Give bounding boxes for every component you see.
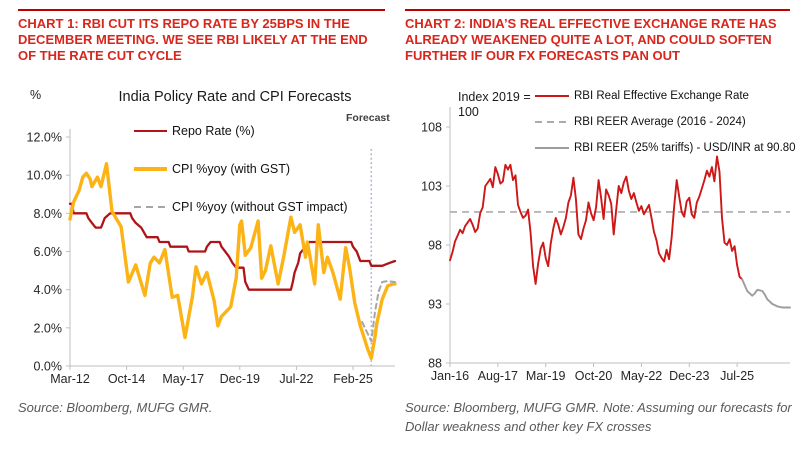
reer-legend-label: RBI Real Effective Exchange Rate <box>574 90 749 102</box>
reer-tariff-legend-label: RBI REER (25% tariffs) - USD/INR at 90.8… <box>574 142 796 154</box>
svg-text:May-22: May-22 <box>621 369 663 383</box>
chart2-heading: CHART 2: INDIA’S REAL EFFECTIVE EXCHANGE… <box>405 16 777 63</box>
repo-rate-legend-label: Repo Rate (%) <box>172 124 255 138</box>
reer-line-swatch <box>535 95 569 97</box>
svg-text:Feb-25: Feb-25 <box>333 372 373 386</box>
svg-text:Jul-22: Jul-22 <box>279 372 313 386</box>
svg-text:Oct-14: Oct-14 <box>108 372 146 386</box>
svg-text:2.0%: 2.0% <box>34 321 63 335</box>
chart2-legend-row-reer: RBI Real Effective Exchange Rate <box>535 90 749 102</box>
svg-text:8.0%: 8.0% <box>34 207 63 221</box>
svg-text:6.0%: 6.0% <box>34 245 63 259</box>
chart1-heading: CHART 1: RBI CUT ITS REPO RATE BY 25BPS … <box>18 16 368 63</box>
chart2-source: Source: Bloomberg, MUFG GMR. Note: Assum… <box>405 400 792 434</box>
chart2-y-axis-unit: Index 2019 = 100 <box>458 90 543 120</box>
chart1-source: Source: Bloomberg, MUFG GMR. <box>18 400 213 415</box>
svg-text:98: 98 <box>428 239 442 253</box>
svg-text:Mar-12: Mar-12 <box>50 372 90 386</box>
svg-text:Mar-19: Mar-19 <box>526 369 566 383</box>
svg-text:108: 108 <box>421 121 442 135</box>
cpi-nogst-legend-label: CPI %yoy (without GST impact) <box>172 200 348 214</box>
svg-text:Dec-23: Dec-23 <box>669 369 709 383</box>
reer-average-legend-label: RBI REER Average (2016 - 2024) <box>574 116 746 128</box>
svg-text:4.0%: 4.0% <box>34 283 63 297</box>
cpi-gst-line-swatch <box>134 167 167 171</box>
svg-text:12.0%: 12.0% <box>27 131 62 145</box>
svg-text:Dec-19: Dec-19 <box>220 372 260 386</box>
chart2-legend-row-tariff: RBI REER (25% tariffs) - USD/INR at 90.8… <box>535 142 796 154</box>
svg-text:103: 103 <box>421 180 442 194</box>
svg-text:Oct-20: Oct-20 <box>575 369 613 383</box>
svg-text:93: 93 <box>428 298 442 312</box>
chart1-legend-row-cpi-nogst: CPI %yoy (without GST impact) <box>134 200 348 214</box>
reer-average-line-swatch <box>535 120 569 124</box>
repo-rate-line-swatch <box>134 129 167 133</box>
reer-tariff-line-swatch <box>535 147 569 149</box>
svg-text:May-17: May-17 <box>162 372 204 386</box>
chart1-title: India Policy Rate and CPI Forecasts <box>118 89 352 105</box>
cpi-nogst-line-swatch <box>134 206 167 208</box>
svg-text:88: 88 <box>428 357 442 371</box>
cpi-gst-legend-label: CPI %yoy (with GST) <box>172 162 291 176</box>
chart2-y-axis-unit-line1: Index 2019 = <box>458 90 531 104</box>
chart1-legend-row-repo: Repo Rate (%) <box>134 124 255 138</box>
svg-text:0.0%: 0.0% <box>34 360 63 374</box>
reer-chart: 88 93 98 103 108 Jan-16 Aug-17 Mar-19 Oct-20 May-… <box>421 107 791 383</box>
svg-text:Jan-16: Jan-16 <box>431 369 469 383</box>
svg-text:Jul-25: Jul-25 <box>720 369 754 383</box>
chart2-legend-row-average: RBI REER Average (2016 - 2024) <box>535 116 746 128</box>
chart1-y-axis-unit: % <box>30 88 42 102</box>
chart1-forecast-label: Forecast <box>346 112 390 124</box>
chart1-legend-row-cpi: CPI %yoy (with GST) <box>134 162 290 176</box>
chart1-top-rule <box>18 9 385 11</box>
chart2-top-rule <box>405 9 790 11</box>
policy-rate-cpi-chart: 0.0% 2.0% 4.0% 6.0% 8.0% 10.0% 12.0% Mar-12 Oct-… <box>27 129 397 386</box>
svg-text:Aug-17: Aug-17 <box>478 369 518 383</box>
chart2-y-axis-unit-line2: 100 <box>458 105 479 119</box>
svg-text:10.0%: 10.0% <box>27 169 62 183</box>
